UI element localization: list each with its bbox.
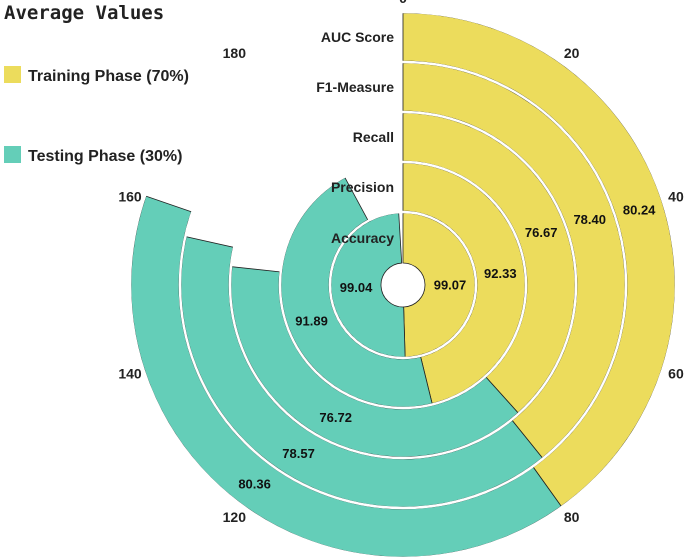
angular-tick-label: 60 — [668, 366, 684, 382]
ring-gap — [178, 60, 628, 510]
category-labels: AUC Score F1-Measure Recall Precision Accura… — [316, 29, 394, 246]
value-label: 99.04 — [340, 280, 373, 295]
value-label: 99.07 — [434, 277, 467, 292]
value-label: 76.67 — [525, 225, 558, 240]
legend-swatch-testing — [4, 146, 21, 163]
angular-tick-label: 80 — [564, 509, 580, 525]
bar-group — [128, 10, 678, 559]
category-label: F1-Measure — [316, 79, 394, 95]
legend-swatch-training — [4, 66, 21, 83]
value-label: 91.89 — [295, 313, 328, 328]
category-label: Accuracy — [331, 230, 394, 246]
value-label: 76.72 — [319, 410, 352, 425]
value-label: 80.24 — [623, 202, 656, 217]
ring-gap — [228, 110, 578, 460]
category-label: Recall — [353, 129, 394, 145]
category-label: AUC Score — [321, 29, 394, 45]
angular-tick-label: 160 — [118, 188, 142, 204]
angular-tick-label: 40 — [668, 188, 684, 204]
value-label: 78.57 — [282, 446, 315, 461]
value-label: 78.40 — [573, 212, 606, 227]
angular-tick-labels: 020406080100120140160180 — [118, 0, 684, 525]
angular-tick-label: 180 — [223, 45, 247, 61]
angular-tick-label: 0 — [399, 0, 407, 6]
legend: Average Values Training Phase (70%) Test… — [4, 2, 189, 165]
angular-tick-label: 120 — [223, 509, 247, 525]
ring-gap — [278, 160, 528, 410]
legend-label-training: Training Phase (70%) — [28, 68, 189, 85]
ring-gap — [128, 10, 678, 559]
angular-tick-label: 140 — [118, 366, 142, 382]
legend-label-testing: Testing Phase (30%) — [28, 148, 182, 165]
value-label: 80.36 — [238, 477, 271, 492]
value-labels: 80.24 80.36 78.40 78.57 76.67 76.72 92.33 91.89… — [238, 202, 656, 491]
category-label: Precision — [331, 179, 394, 195]
angular-tick-label: 20 — [564, 45, 580, 61]
chart-title: Average Values — [4, 2, 164, 24]
ring-gap — [328, 210, 478, 360]
value-label: 92.33 — [484, 266, 517, 281]
